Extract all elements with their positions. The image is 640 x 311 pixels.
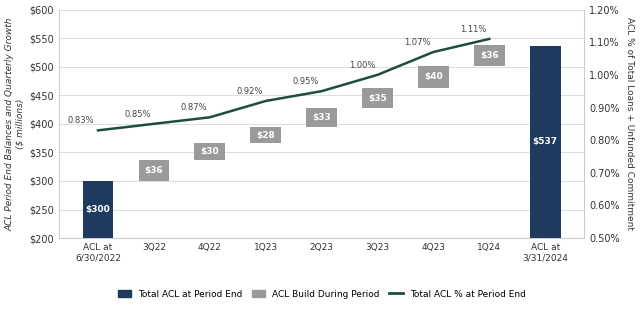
Bar xyxy=(474,45,504,66)
Text: 0.85%: 0.85% xyxy=(125,110,152,119)
Y-axis label: ACL % of Total Loans + Unfunded Commitment: ACL % of Total Loans + Unfunded Commitme… xyxy=(625,17,634,230)
Bar xyxy=(195,143,225,160)
Text: 1.07%: 1.07% xyxy=(404,38,431,47)
Bar xyxy=(362,88,393,109)
Bar xyxy=(418,66,449,88)
Bar xyxy=(83,181,113,238)
Bar xyxy=(306,109,337,127)
Y-axis label: ACL Period End Balances and Quarterly Growth
($ millions): ACL Period End Balances and Quarterly Gr… xyxy=(6,17,25,230)
Text: $36: $36 xyxy=(480,51,499,60)
Text: 1.11%: 1.11% xyxy=(460,25,487,34)
Bar xyxy=(138,160,169,181)
Text: $28: $28 xyxy=(256,131,275,140)
Bar xyxy=(530,45,561,238)
Text: $300: $300 xyxy=(86,205,110,214)
Text: $35: $35 xyxy=(368,94,387,103)
Text: 0.87%: 0.87% xyxy=(181,104,207,112)
Text: $30: $30 xyxy=(200,147,219,156)
Bar xyxy=(250,127,281,143)
Text: 0.92%: 0.92% xyxy=(237,87,263,96)
Text: 1.00%: 1.00% xyxy=(349,61,375,70)
Text: $33: $33 xyxy=(312,113,331,122)
Text: $537: $537 xyxy=(532,137,557,146)
Text: $36: $36 xyxy=(145,166,163,175)
Legend: Total ACL at Period End, ACL Build During Period, Total ACL % at Period End: Total ACL at Period End, ACL Build Durin… xyxy=(114,286,529,302)
Text: 0.83%: 0.83% xyxy=(68,116,95,125)
Text: 0.95%: 0.95% xyxy=(292,77,319,86)
Text: $40: $40 xyxy=(424,72,443,81)
